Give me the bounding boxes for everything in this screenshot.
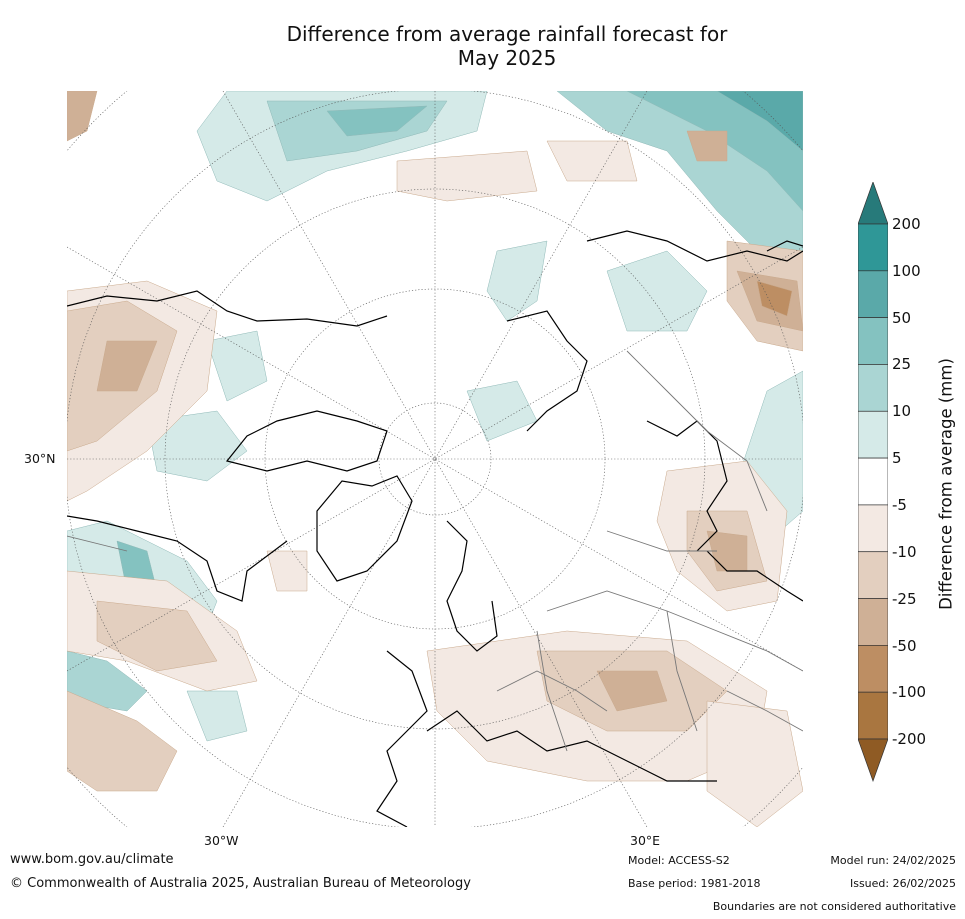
colorbar-band-m50-100 [857,645,889,693]
colorbar-tick-minus-200: -200 [892,730,927,748]
model-text: Model: ACCESS-S2 [628,854,730,867]
colorbar-extend-max [857,180,889,225]
colorbar [857,180,889,783]
colorbar-band-c25-50 [857,317,889,365]
colorbar-tick-200: 200 [892,215,921,233]
colorbar-band-c100-200 [857,223,889,272]
rainfall-anomaly-map[interactable] [67,91,803,827]
lon-label-30e: 30°E [630,833,661,848]
colorbar-band-m10-25 [857,551,889,599]
drier-anomaly-regions [67,91,803,827]
colorbar-tick-5: 5 [892,449,902,467]
colorbar-band-m5-10 [857,504,889,553]
colorbar-tick-minus-10: -10 [892,543,917,561]
colorbar-band-m25-50 [857,598,889,646]
colorbar-tick-50: 50 [892,309,912,327]
colorbar-tick-minus-5: -5 [892,496,907,514]
colorbar-band-c5-10 [857,410,889,459]
title-line-1: Difference from average rainfall forecas… [286,22,728,46]
lon-label-30w: 30°W [204,833,239,848]
colorbar-tick-100: 100 [892,262,921,280]
colorbar-band-m100-200 [857,691,889,740]
colorbar-extend-min [857,738,889,783]
lat-label-30n: 30°N [24,451,56,466]
colorbar-tick-25: 25 [892,355,912,373]
country-borders [67,350,803,752]
coastlines [67,230,803,827]
colorbar-title: Difference from average (mm) [936,358,956,610]
colorbar-tick-minus-25: -25 [892,590,917,608]
colorbar-tick-minus-50: -50 [892,637,917,655]
colorbar-bands [857,223,889,740]
model-run-text: Model run: 24/02/2025 [830,854,956,867]
disclaimer-text: Boundaries are not considered authoritat… [712,900,956,913]
map-title: Difference from average rainfall forecas… [200,22,814,70]
colorbar-svg [857,180,889,783]
colorbar-band-c10-25 [857,364,889,412]
colorbar-band-neutral [857,457,889,506]
copyright-text: © Commonwealth of Australia 2025, Austra… [10,876,471,891]
title-line-2: May 2025 [457,46,557,70]
colorbar-tick-10: 10 [892,402,912,420]
issued-text: Issued: 26/02/2025 [849,877,956,890]
colorbar-band-c50-100 [857,270,889,318]
website-link[interactable]: www.bom.gov.au/climate [10,852,174,867]
map-svg [67,91,803,827]
base-period-text: Base period: 1981-2018 [628,877,761,890]
graticule [67,91,803,827]
colorbar-tick-minus-100: -100 [892,683,927,701]
